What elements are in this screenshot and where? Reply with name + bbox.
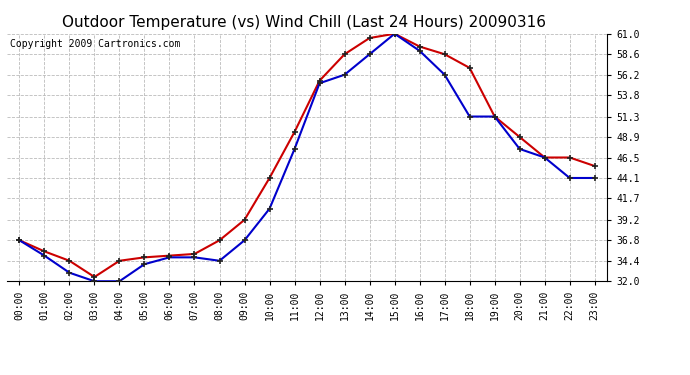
Text: Outdoor Temperature (vs) Wind Chill (Last 24 Hours) 20090316: Outdoor Temperature (vs) Wind Chill (Las… <box>61 15 546 30</box>
Text: Copyright 2009 Cartronics.com: Copyright 2009 Cartronics.com <box>10 39 180 49</box>
